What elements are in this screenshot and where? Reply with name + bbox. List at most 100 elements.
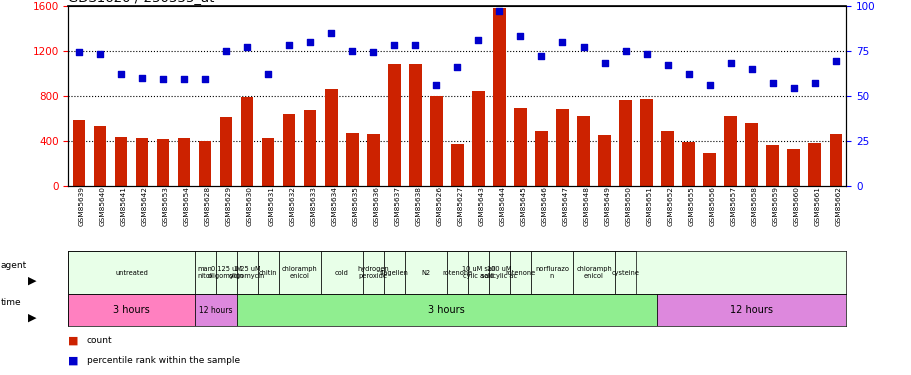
Bar [236, 294, 657, 326]
Point [618, 48, 632, 54]
Bar [467, 251, 488, 294]
Bar [136, 138, 148, 186]
Text: rotenone: rotenone [442, 270, 472, 276]
Text: GSM85659: GSM85659 [772, 186, 778, 226]
Text: GSM85652: GSM85652 [667, 186, 673, 226]
Point [785, 86, 800, 92]
Bar [303, 110, 316, 186]
Bar [115, 137, 128, 186]
Text: GSM85643: GSM85643 [478, 186, 484, 225]
Bar [220, 117, 232, 186]
Text: GSM85635: GSM85635 [352, 186, 358, 225]
Text: GSM85642: GSM85642 [142, 186, 148, 226]
Point [513, 33, 527, 39]
Point [722, 60, 737, 66]
Point [323, 30, 338, 36]
Point [743, 66, 758, 72]
Bar [178, 138, 190, 186]
Point [344, 48, 359, 54]
Point [428, 82, 443, 88]
Point [407, 42, 422, 48]
Text: 10 uM sali
cylic acid: 10 uM sali cylic acid [461, 266, 495, 279]
Bar [446, 251, 467, 294]
Point [806, 80, 821, 86]
Text: GSM85626: GSM85626 [435, 186, 442, 226]
Text: cysteine: cysteine [611, 270, 639, 276]
Point [240, 44, 254, 50]
Text: chloramph
enicol: chloramph enicol [576, 266, 611, 279]
Bar [493, 8, 506, 186]
Point [492, 8, 507, 14]
Text: GSM85627: GSM85627 [457, 186, 463, 226]
Point [156, 76, 170, 82]
Bar [324, 89, 337, 186]
Text: GSM85648: GSM85648 [583, 186, 589, 226]
Point [135, 75, 149, 81]
Point [114, 71, 128, 77]
Text: GSM85645: GSM85645 [520, 186, 526, 225]
Point [597, 60, 611, 66]
Bar [257, 251, 279, 294]
Point [72, 50, 87, 55]
Bar [363, 251, 384, 294]
Text: ▶: ▶ [27, 275, 36, 285]
Text: percentile rank within the sample: percentile rank within the sample [87, 356, 240, 365]
Bar [829, 134, 841, 186]
Bar [660, 130, 673, 186]
Text: cold: cold [334, 270, 348, 276]
Bar [236, 251, 257, 294]
Text: 3 hours: 3 hours [428, 305, 465, 315]
Bar [408, 64, 421, 186]
Text: chloramph
enicol: chloramph enicol [281, 266, 317, 279]
Text: GSM85641: GSM85641 [121, 186, 127, 226]
Bar [199, 141, 211, 186]
Bar [619, 100, 631, 186]
Bar [194, 294, 236, 326]
Point [827, 58, 842, 64]
Text: norflurazo
n: norflurazo n [535, 266, 568, 279]
Text: GSM85632: GSM85632 [289, 186, 295, 226]
Text: 1.25 uM
oligomycin: 1.25 uM oligomycin [229, 266, 265, 279]
Point [261, 71, 275, 77]
Bar [68, 294, 194, 326]
Bar [157, 139, 169, 186]
Point [534, 53, 548, 59]
Text: GSM85628: GSM85628 [205, 186, 210, 226]
Point [701, 82, 716, 88]
Point [219, 48, 233, 54]
Bar [808, 143, 820, 186]
Text: GSM85638: GSM85638 [415, 186, 421, 226]
Text: GSM85653: GSM85653 [163, 186, 169, 225]
Bar [73, 120, 85, 186]
Point [576, 44, 590, 50]
Point [177, 76, 191, 82]
Text: GSM85636: GSM85636 [373, 186, 379, 225]
Point [660, 62, 674, 68]
Bar [321, 251, 363, 294]
Bar [94, 126, 106, 186]
Text: GSM85639: GSM85639 [79, 186, 85, 226]
Bar [404, 251, 446, 294]
Point [450, 64, 465, 70]
Text: GSM85647: GSM85647 [562, 186, 568, 226]
Text: GSM85661: GSM85661 [814, 186, 820, 226]
Bar [366, 134, 379, 186]
Bar [345, 133, 358, 186]
Text: GDS1620 / 250335_at: GDS1620 / 250335_at [68, 0, 214, 4]
Text: ▶: ▶ [27, 313, 36, 323]
Point [764, 80, 779, 86]
Text: 100 uM
salicylic ac: 100 uM salicylic ac [481, 266, 517, 279]
Bar [572, 251, 614, 294]
Text: GSM85637: GSM85637 [394, 186, 400, 226]
Bar [472, 91, 484, 186]
Bar [261, 138, 274, 186]
Text: GSM85658: GSM85658 [751, 186, 757, 226]
Text: GSM85649: GSM85649 [604, 186, 609, 226]
Bar [702, 153, 715, 186]
Point [365, 50, 380, 55]
Point [555, 39, 569, 45]
Text: 3 hours: 3 hours [113, 305, 149, 315]
Point [471, 37, 486, 43]
Point [386, 42, 401, 48]
Bar [194, 251, 215, 294]
